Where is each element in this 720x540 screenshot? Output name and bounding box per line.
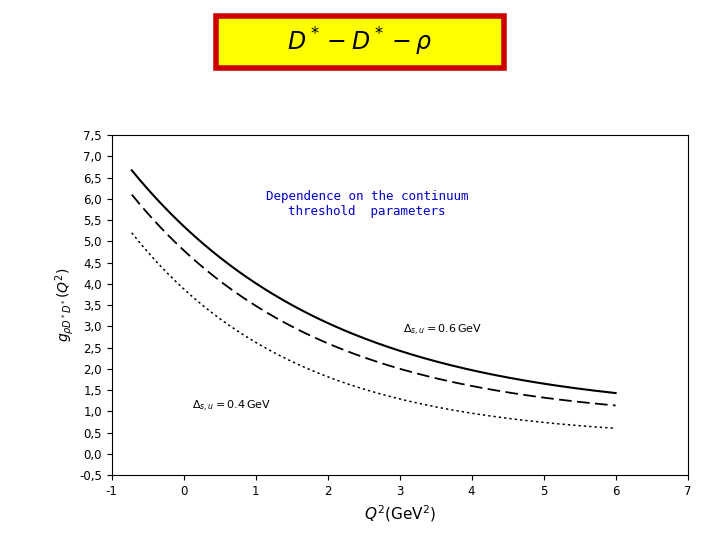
Text: $D^* - D^* - \rho$: $D^* - D^* - \rho$ [287, 26, 433, 58]
Text: $\Delta_{s,u} = 0.6\,\mathrm{GeV}$: $\Delta_{s,u} = 0.6\,\mathrm{GeV}$ [403, 322, 482, 338]
X-axis label: $Q^2(\mathrm{GeV}^2)$: $Q^2(\mathrm{GeV}^2)$ [364, 503, 436, 524]
Text: $\Delta_{s,u} = 0.4\,\mathrm{GeV}$: $\Delta_{s,u} = 0.4\,\mathrm{GeV}$ [192, 399, 271, 414]
Text: Dependence on the continuum
threshold  parameters: Dependence on the continuum threshold pa… [266, 190, 469, 218]
FancyBboxPatch shape [216, 16, 504, 68]
Y-axis label: $g_{\rho D^*D^*}(Q^2)$: $g_{\rho D^*D^*}(Q^2)$ [53, 268, 76, 342]
